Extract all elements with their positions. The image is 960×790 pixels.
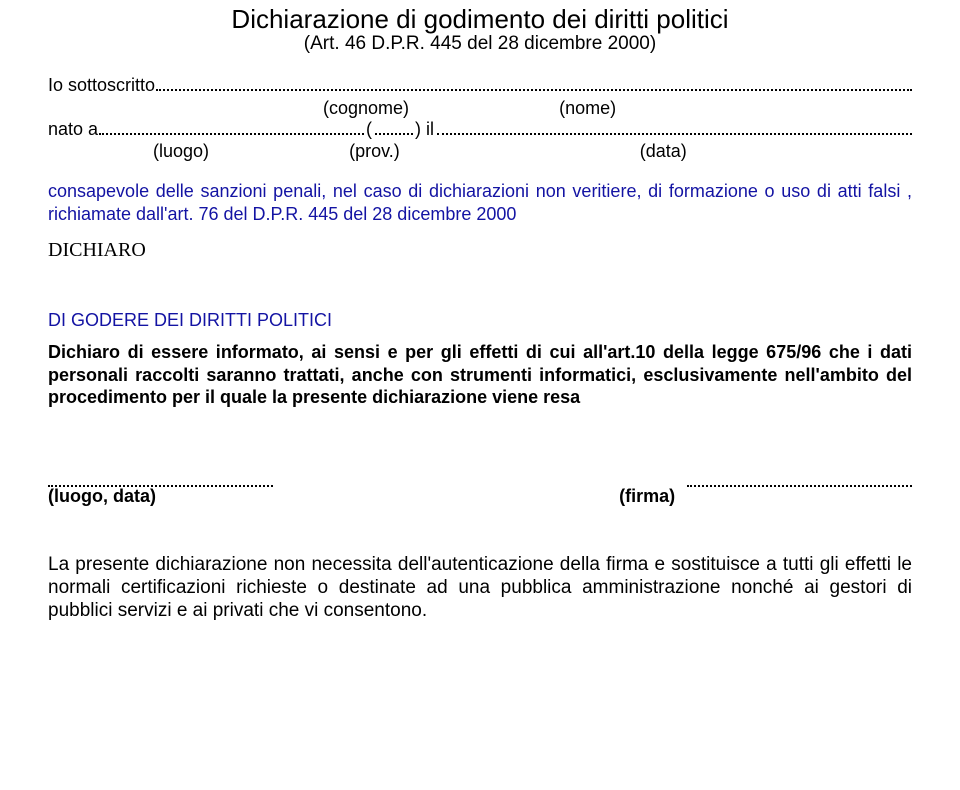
document-title: Dichiarazione di godimento dei diritti p… [48,4,912,35]
sanzioni-paragraph: consapevole delle sanzioni penali, nel c… [48,180,912,225]
godere-text: DI GODERE DEI DIRITTI POLITICI [48,310,912,331]
dichiaro-heading: DICHIARO [48,239,912,262]
sottoscritto-line: Io sottoscritto [48,73,912,98]
nato-dots-1 [99,117,364,135]
footer-text: La presente dichiarazione non necessita … [48,553,912,623]
data-label: (data) [640,141,687,161]
signature-row: (luogo, data) (firma) [48,469,912,507]
document-subtitle: (Art. 46 D.P.R. 445 del 28 dicembre 2000… [48,33,912,55]
prov-label: (prov.) [349,141,400,161]
firma-label: (firma) [549,486,912,507]
luogo-data-label: (luogo, data) [48,486,411,507]
firma-dots [687,469,912,487]
signature-right: (firma) [549,469,912,507]
luogo-label: (luogo) [153,141,209,161]
nato-dots-3 [437,117,912,135]
nato-label: nato a [48,118,98,141]
sottoscritto-dots [156,73,912,91]
nato-line: nato a ( ) il [48,117,912,142]
signature-left: (luogo, data) [48,469,411,507]
privacy-paragraph: Dichiaro di essere informato, ai sensi e… [48,341,912,409]
luogo-prov-data-labels: (luogo) (prov.) (data) [48,141,912,162]
document-page: Dichiarazione di godimento dei diritti p… [0,0,960,661]
sottoscritto-label: Io sottoscritto [48,74,155,97]
nato-dots-2 [375,117,413,135]
nome-label: (nome) [559,98,616,118]
nato-paren-close: ) il [413,118,436,141]
luogo-data-dots [48,469,273,487]
cognome-label: (cognome) [323,98,409,118]
nato-paren-open: ( [364,118,374,141]
cognome-nome-labels: (cognome) (nome) [48,98,912,119]
